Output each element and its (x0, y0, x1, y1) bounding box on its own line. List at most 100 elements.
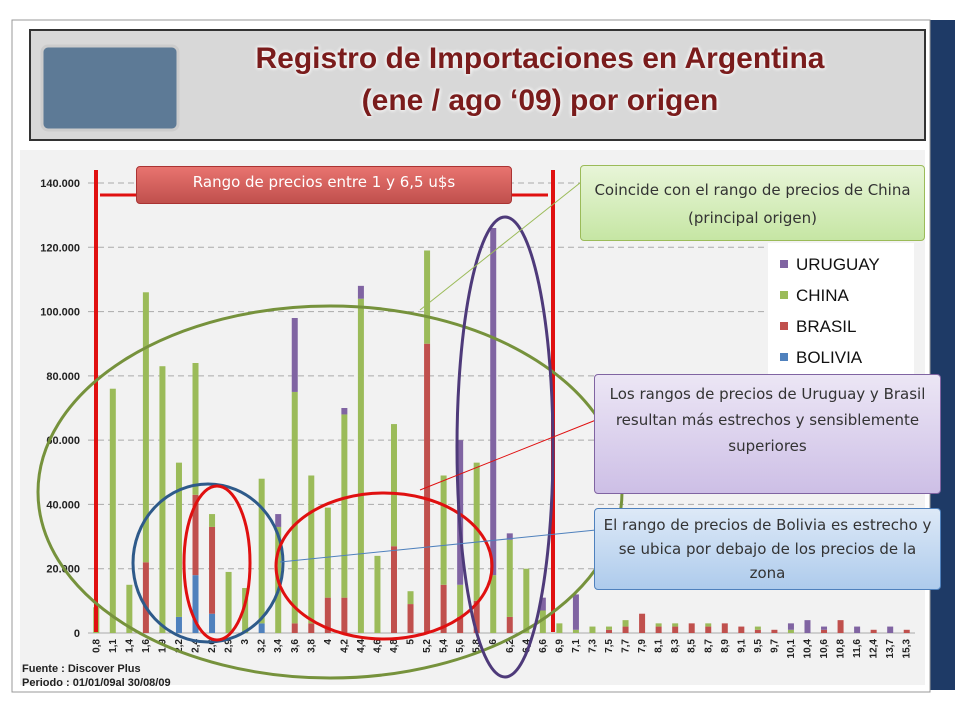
x-tick-label: 10,1 (786, 639, 797, 659)
x-tick-label: 5,6 (455, 639, 466, 653)
x-tick-label: 8,7 (703, 639, 714, 653)
bar-segment (291, 318, 298, 392)
x-tick-label: 1,1 (108, 639, 119, 653)
bar-segment (291, 623, 298, 633)
y-tick-label: 120.000 (40, 242, 80, 254)
x-tick-label: 3,6 (290, 639, 301, 653)
bar-segment (473, 462, 480, 601)
uruguay-ellipse (455, 215, 555, 679)
bar-segment (308, 475, 315, 624)
x-tick-label: 6,4 (521, 639, 532, 653)
legend-label: CHINA (796, 286, 850, 305)
bar-segment (622, 626, 629, 633)
x-tick-label: 4 (323, 639, 334, 645)
bar-segment (506, 539, 513, 617)
x-tick-label: 6 (488, 639, 499, 645)
x-tick-label: 3,2 (257, 639, 268, 653)
bar-segment (341, 408, 348, 415)
bar-segment (589, 626, 596, 633)
x-tick-label: 5 (406, 639, 417, 645)
x-tick-label: 2,4 (191, 639, 202, 653)
x-tick-label: 2,6 (207, 639, 218, 653)
x-tick-label: 13,7 (885, 639, 896, 659)
bar-segment (324, 507, 331, 598)
x-tick-label: 4,4 (356, 639, 367, 653)
bar-segment (705, 623, 712, 627)
bar-segment (142, 292, 149, 563)
bar-segment (374, 555, 381, 633)
bar-segment (341, 414, 348, 598)
x-tick-label: 12,4 (869, 639, 880, 659)
legend-label: BRASIL (796, 317, 856, 336)
bar-segment (275, 514, 282, 527)
x-tick-label: 9,5 (753, 639, 764, 653)
bar-segment (390, 424, 397, 547)
x-tick-label: 3 (240, 639, 251, 645)
bar-segment (209, 514, 216, 527)
bar-segment (771, 629, 778, 633)
bar-segment (721, 623, 728, 633)
source-line: Fuente : Discover Plus (22, 663, 141, 675)
x-tick-label: 6,9 (554, 639, 565, 653)
bar-segment (787, 629, 794, 633)
x-tick-label: 9,1 (736, 639, 747, 653)
bar-segment (672, 623, 679, 627)
bar-segment (787, 623, 794, 630)
x-tick-label: 8,1 (654, 639, 665, 653)
brasil-ellipse (274, 491, 494, 641)
bar-segment (821, 629, 828, 633)
bar-segment (672, 626, 679, 633)
x-tick-label: 8,5 (687, 639, 698, 653)
legend-label: URUGUAY (796, 255, 880, 274)
x-tick-label: 4,2 (339, 639, 350, 653)
source-line: Periodo : 01/01/09al 30/08/09 (22, 677, 171, 689)
bar-segment (572, 594, 579, 630)
x-tick-label: 4,8 (389, 639, 400, 653)
y-tick-label: 140.000 (40, 178, 80, 190)
bar-segment (572, 629, 579, 633)
bar-segment (473, 600, 480, 633)
x-tick-label: 7,1 (571, 639, 582, 653)
source: Fuente : Discover Plus Periodo : 01/01/0… (22, 662, 171, 690)
callout-pointer (419, 419, 597, 491)
bar-segment (688, 623, 695, 633)
bar-segment (457, 616, 464, 633)
bar-segment (606, 629, 613, 633)
y-tick-label: 40.000 (46, 499, 80, 511)
callout-pointer (279, 529, 597, 563)
bar-segment (506, 616, 513, 633)
bar-segment (903, 629, 910, 633)
x-tick-label: 5,8 (472, 639, 483, 653)
x-tick-label: 3,4 (273, 639, 284, 653)
x-tick-label: 9,7 (769, 639, 780, 653)
x-tick-label: 3,8 (306, 639, 317, 653)
legend-swatch (780, 291, 788, 299)
legend-box (768, 243, 914, 376)
bar-segment (407, 591, 414, 605)
bar-segment (754, 629, 761, 633)
bar-segment (192, 575, 199, 633)
x-tick-label: 6,2 (505, 639, 516, 653)
range-label: Rango de precios entre 1 y 6,5 u$s (136, 166, 512, 204)
bar-segment (390, 546, 397, 633)
bar-segment (308, 623, 315, 633)
bar-segment (754, 626, 761, 630)
x-tick-label: 7,9 (637, 639, 648, 653)
legend: URUGUAY CHINA BRASIL BOLIVIA (780, 255, 880, 367)
bar-segment (870, 629, 877, 633)
callout-pointer (419, 174, 591, 311)
x-tick-label: 5,2 (422, 639, 433, 653)
callout: Los rangos de precios de Uruguay y Brasi… (594, 374, 941, 494)
bar-segment (209, 526, 216, 614)
y-tick-label: 80.000 (46, 371, 80, 383)
bar-segment (556, 623, 563, 633)
x-tick-label: 8,9 (720, 639, 731, 653)
y-tick-label: 100.000 (40, 307, 80, 319)
bar-segment (324, 597, 331, 633)
x-tick-label: 7,7 (621, 639, 632, 653)
legend-label: BOLIVIA (796, 348, 863, 367)
title-line: (ene / ago ‘09) por origen (361, 84, 719, 117)
bar-segment (705, 626, 712, 633)
bar-segment (126, 584, 133, 633)
